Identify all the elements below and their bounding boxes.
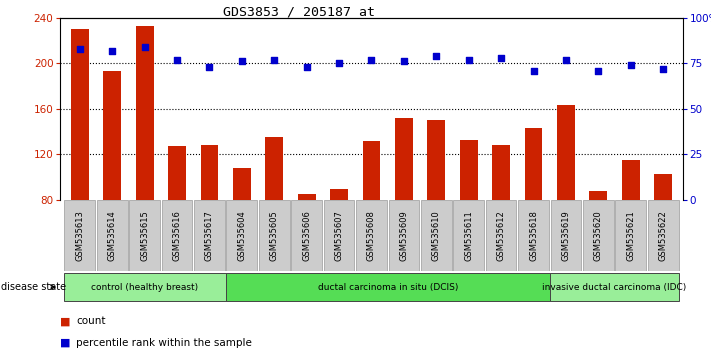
Point — [431, 53, 442, 59]
Text: GSM535612: GSM535612 — [496, 210, 506, 261]
Text: GSM535609: GSM535609 — [400, 210, 408, 261]
Bar — [557, 105, 574, 291]
Text: GSM535608: GSM535608 — [367, 210, 376, 261]
Point — [171, 57, 183, 62]
Bar — [298, 194, 316, 291]
Bar — [330, 189, 348, 291]
Text: ■: ■ — [60, 316, 71, 326]
Text: GSM535604: GSM535604 — [237, 210, 247, 261]
FancyBboxPatch shape — [97, 200, 128, 271]
FancyBboxPatch shape — [615, 200, 646, 271]
FancyBboxPatch shape — [421, 200, 451, 271]
FancyBboxPatch shape — [454, 200, 484, 271]
Text: GSM535616: GSM535616 — [173, 210, 181, 261]
Text: GSM535621: GSM535621 — [626, 210, 635, 261]
Bar — [622, 160, 640, 291]
Text: GSM535614: GSM535614 — [108, 210, 117, 261]
FancyBboxPatch shape — [292, 200, 322, 271]
Text: count: count — [76, 316, 105, 326]
FancyBboxPatch shape — [324, 200, 355, 271]
FancyBboxPatch shape — [550, 273, 679, 301]
Text: GSM535605: GSM535605 — [269, 210, 279, 261]
Bar — [654, 174, 672, 291]
FancyBboxPatch shape — [550, 200, 582, 271]
Point — [658, 66, 669, 72]
Point — [593, 68, 604, 73]
FancyBboxPatch shape — [486, 200, 516, 271]
Text: disease state: disease state — [1, 282, 67, 292]
FancyBboxPatch shape — [583, 200, 614, 271]
Point — [463, 57, 474, 62]
Point — [496, 55, 507, 61]
Text: GSM535622: GSM535622 — [658, 210, 668, 261]
Point — [560, 57, 572, 62]
Point — [236, 59, 247, 64]
Point — [269, 57, 280, 62]
FancyBboxPatch shape — [64, 273, 225, 301]
Text: GSM535617: GSM535617 — [205, 210, 214, 261]
FancyBboxPatch shape — [259, 200, 289, 271]
Bar — [492, 145, 510, 291]
FancyBboxPatch shape — [129, 200, 160, 271]
Text: GDS3853 / 205187_at: GDS3853 / 205187_at — [223, 5, 375, 18]
Bar — [169, 147, 186, 291]
Point — [333, 61, 345, 66]
Point — [74, 46, 85, 52]
Text: GSM535606: GSM535606 — [302, 210, 311, 261]
Text: control (healthy breast): control (healthy breast) — [91, 282, 198, 292]
Text: GSM535610: GSM535610 — [432, 210, 441, 261]
Bar — [201, 145, 218, 291]
FancyBboxPatch shape — [161, 200, 193, 271]
Text: GSM535620: GSM535620 — [594, 210, 603, 261]
Bar — [427, 120, 445, 291]
Text: invasive ductal carcinoma (IDC): invasive ductal carcinoma (IDC) — [542, 282, 687, 292]
Point — [625, 62, 636, 68]
FancyBboxPatch shape — [388, 200, 419, 271]
Bar — [363, 141, 380, 291]
Point — [365, 57, 377, 62]
FancyBboxPatch shape — [194, 200, 225, 271]
Point — [139, 44, 150, 50]
Text: GSM535613: GSM535613 — [75, 210, 85, 261]
Point — [107, 48, 118, 53]
Bar — [103, 71, 121, 291]
Bar — [525, 128, 542, 291]
Text: GSM535615: GSM535615 — [140, 210, 149, 261]
Bar — [233, 168, 251, 291]
FancyBboxPatch shape — [225, 273, 550, 301]
Point — [204, 64, 215, 70]
Text: GSM535619: GSM535619 — [562, 210, 570, 261]
Text: percentile rank within the sample: percentile rank within the sample — [76, 338, 252, 348]
Point — [398, 59, 410, 64]
Text: ■: ■ — [60, 338, 71, 348]
Bar — [71, 29, 89, 291]
FancyBboxPatch shape — [227, 200, 257, 271]
FancyBboxPatch shape — [65, 200, 95, 271]
Bar — [460, 139, 478, 291]
Text: GSM535618: GSM535618 — [529, 210, 538, 261]
Text: GSM535611: GSM535611 — [464, 210, 474, 261]
Bar — [589, 191, 607, 291]
Point — [528, 68, 539, 73]
Bar — [395, 118, 413, 291]
Text: ductal carcinoma in situ (DCIS): ductal carcinoma in situ (DCIS) — [318, 282, 458, 292]
FancyBboxPatch shape — [356, 200, 387, 271]
Bar — [265, 137, 283, 291]
FancyBboxPatch shape — [518, 200, 549, 271]
Text: GSM535607: GSM535607 — [335, 210, 343, 261]
Bar — [136, 26, 154, 291]
Point — [301, 64, 312, 70]
FancyBboxPatch shape — [648, 200, 678, 271]
